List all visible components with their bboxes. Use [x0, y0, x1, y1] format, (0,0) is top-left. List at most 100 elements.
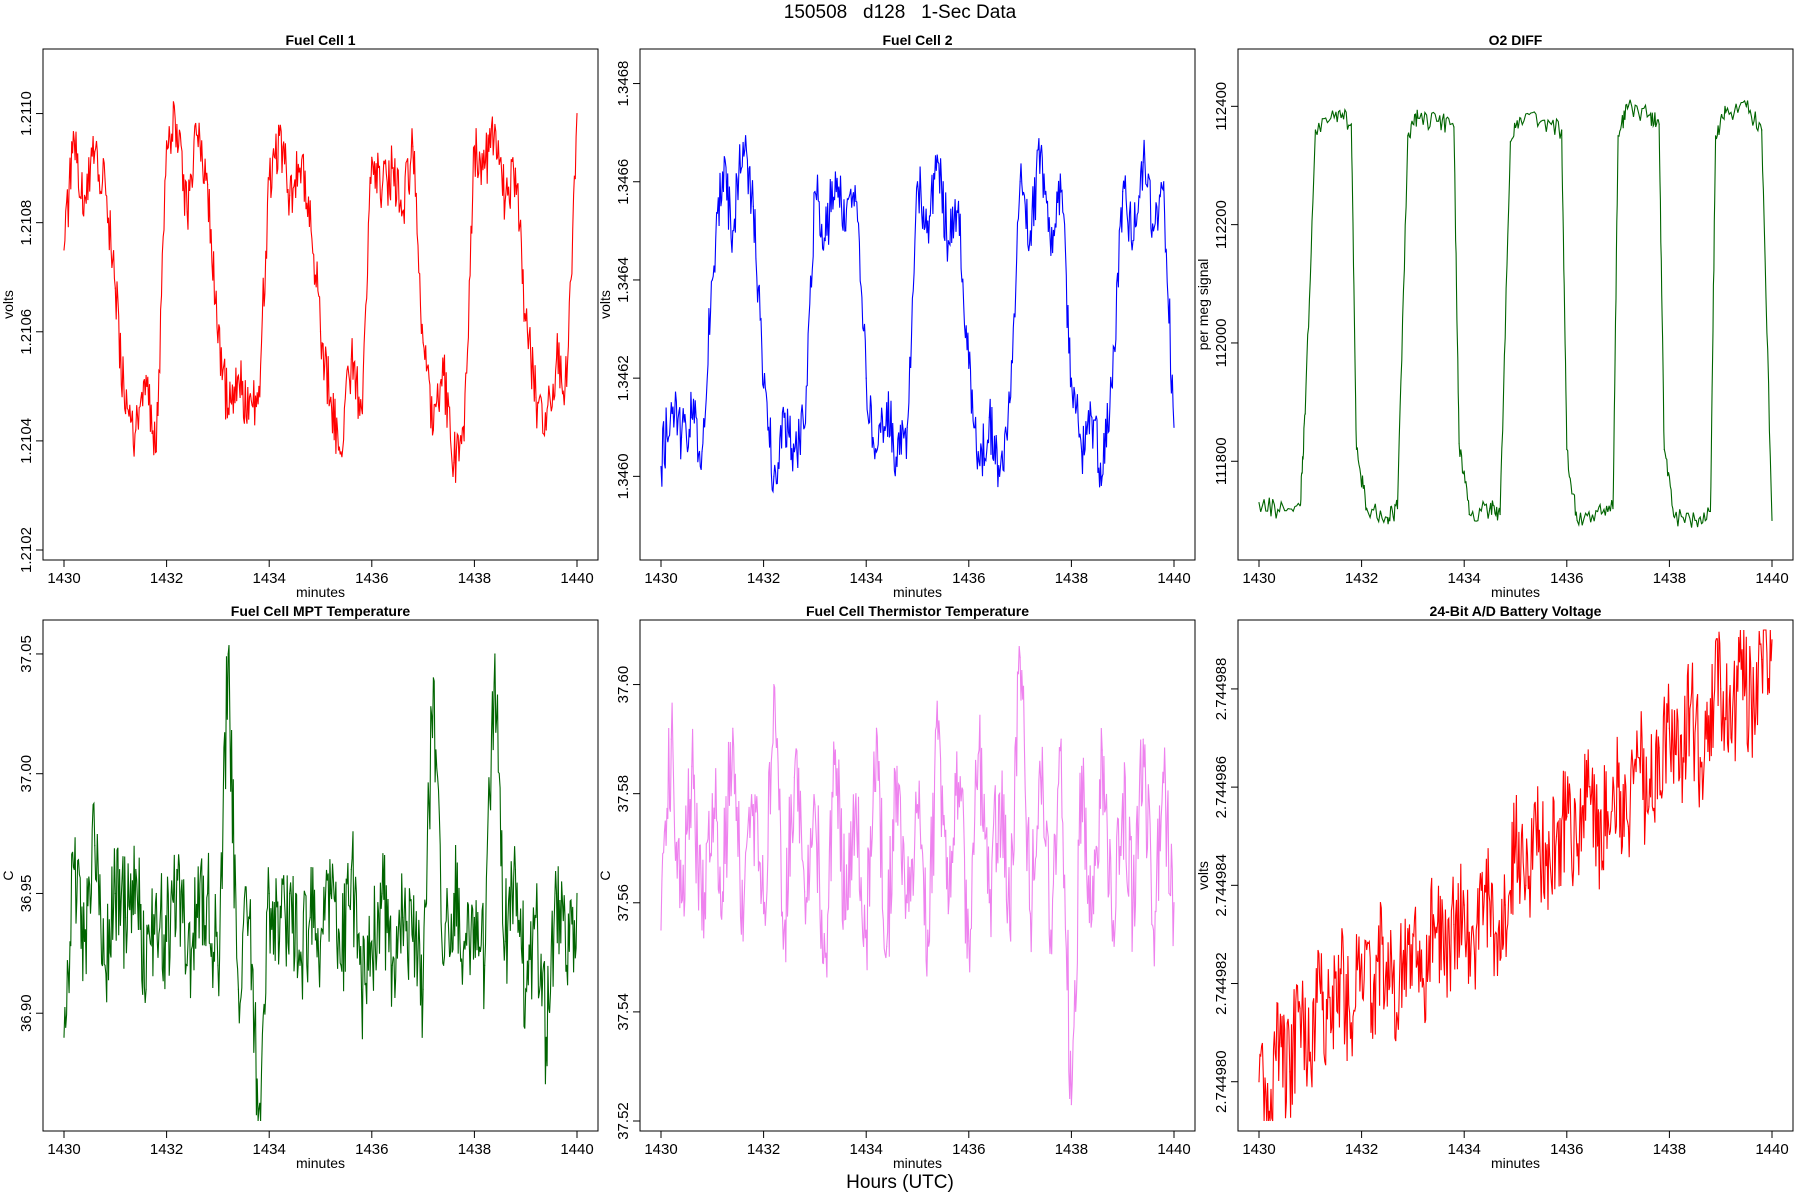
- data-point: [824, 240, 826, 242]
- data-point: [988, 902, 990, 904]
- data-point: [937, 161, 939, 163]
- data-point: [576, 112, 578, 115]
- data-point: [978, 749, 980, 751]
- data-point: [494, 123, 496, 126]
- data-point: [1422, 978, 1424, 980]
- data-point: [783, 929, 785, 931]
- y-tick-label: 111800: [1213, 437, 1230, 485]
- data-point: [1340, 973, 1342, 975]
- data-point: [1730, 737, 1732, 739]
- x-tick-label: 1434: [253, 1141, 286, 1158]
- data-point: [176, 868, 178, 871]
- data-point: [1132, 240, 1134, 242]
- data-point: [412, 145, 414, 147]
- data-point: [1009, 402, 1011, 404]
- data-point: [947, 913, 949, 915]
- y-tick-label: 1.2104: [18, 418, 35, 464]
- data-point: [1314, 129, 1317, 131]
- data-point: [1412, 933, 1414, 936]
- data-point: [422, 988, 424, 990]
- data-point: [1299, 1007, 1301, 1009]
- data-point: [1268, 1110, 1270, 1112]
- data-point: [1740, 668, 1742, 670]
- data-point: [166, 940, 168, 942]
- y-tick-label: 112200: [1213, 200, 1230, 249]
- data-point: [1509, 141, 1511, 143]
- data-point: [1443, 958, 1445, 960]
- data-point: [1576, 855, 1578, 857]
- data-point: [248, 916, 250, 919]
- data-point: [1458, 442, 1460, 445]
- data-point: [401, 211, 404, 213]
- data-point: [1771, 519, 1773, 522]
- data-point: [947, 240, 949, 242]
- data-point: [742, 940, 744, 942]
- data-point: [701, 929, 703, 931]
- data-point: [1258, 1081, 1260, 1083]
- data-point: [1761, 658, 1763, 661]
- data-point: [1060, 738, 1062, 740]
- chart-panel-2: Fuel Cell 2 1430 1432 1434 1436 1438 1440 minut…: [597, 32, 1196, 600]
- data-point: [401, 916, 404, 919]
- data-point: [978, 461, 980, 463]
- y-tick-label: 112400: [1213, 82, 1230, 131]
- data-point: [1040, 151, 1042, 153]
- data-point: [742, 141, 744, 144]
- data-point: [1163, 782, 1165, 784]
- y-axis-label: C: [597, 870, 613, 880]
- data-point: [1396, 507, 1399, 510]
- data-point: [1771, 639, 1773, 641]
- data-point: [998, 475, 1001, 477]
- y-tick-label: 1.2108: [18, 200, 35, 246]
- x-axis-label: minutes: [296, 584, 345, 600]
- data-point: [1173, 426, 1175, 428]
- data-point: [1612, 507, 1614, 510]
- data-point: [968, 367, 970, 369]
- data-point: [1714, 135, 1717, 137]
- data-point: [1473, 953, 1476, 955]
- data-point: [545, 1036, 547, 1038]
- data-point: [1350, 123, 1352, 125]
- x-tick-label: 1440: [1157, 570, 1190, 587]
- data-point: [268, 892, 270, 895]
- data-point: [752, 803, 754, 806]
- chart-panel-3: O2 DIFF 1430 1432 1434 1436 1438 1440 minutes 11…: [1195, 32, 1794, 600]
- x-tick-label: 1438: [1653, 1141, 1686, 1158]
- data-point: [1673, 516, 1676, 519]
- data-point: [1761, 129, 1763, 131]
- y-tick-label: 1.3468: [615, 61, 632, 107]
- data-point: [1494, 933, 1496, 936]
- x-tick-label: 1440: [560, 1141, 593, 1158]
- data-point: [371, 940, 373, 942]
- chart-title: Fuel Cell Thermistor Temperature: [806, 603, 1029, 619]
- data-point: [545, 429, 547, 431]
- data-point: [299, 964, 301, 966]
- data-point: [391, 167, 393, 169]
- data-point: [555, 892, 558, 895]
- data-point: [504, 200, 506, 202]
- data-point: [319, 331, 322, 333]
- x-tick-label: 1436: [1550, 570, 1583, 587]
- y-axis-label: volts: [0, 290, 16, 319]
- data-point: [350, 358, 352, 360]
- data-point: [360, 407, 363, 409]
- data-point: [896, 765, 898, 767]
- data-point: [824, 956, 826, 958]
- data-point: [1689, 707, 1691, 710]
- data-point: [1258, 502, 1260, 504]
- y-axis-label: C: [0, 870, 16, 880]
- y-tick-label: 112000: [1213, 318, 1230, 367]
- data-point: [1050, 254, 1052, 256]
- y-axis-label: volts: [597, 290, 613, 319]
- y-tick-label: 36.95: [18, 875, 35, 913]
- data-point: [1163, 181, 1165, 183]
- data-point: [1617, 135, 1619, 137]
- x-tick-label: 1432: [747, 1141, 780, 1158]
- x-tick-label: 1432: [150, 570, 183, 587]
- data-point: [1627, 105, 1629, 107]
- data-point: [1658, 123, 1660, 125]
- x-tick-label: 1432: [150, 1141, 183, 1158]
- x-tick-label: 1436: [952, 1141, 985, 1158]
- data-point: [1750, 707, 1753, 710]
- y-tick-label: 1.3466: [615, 159, 632, 205]
